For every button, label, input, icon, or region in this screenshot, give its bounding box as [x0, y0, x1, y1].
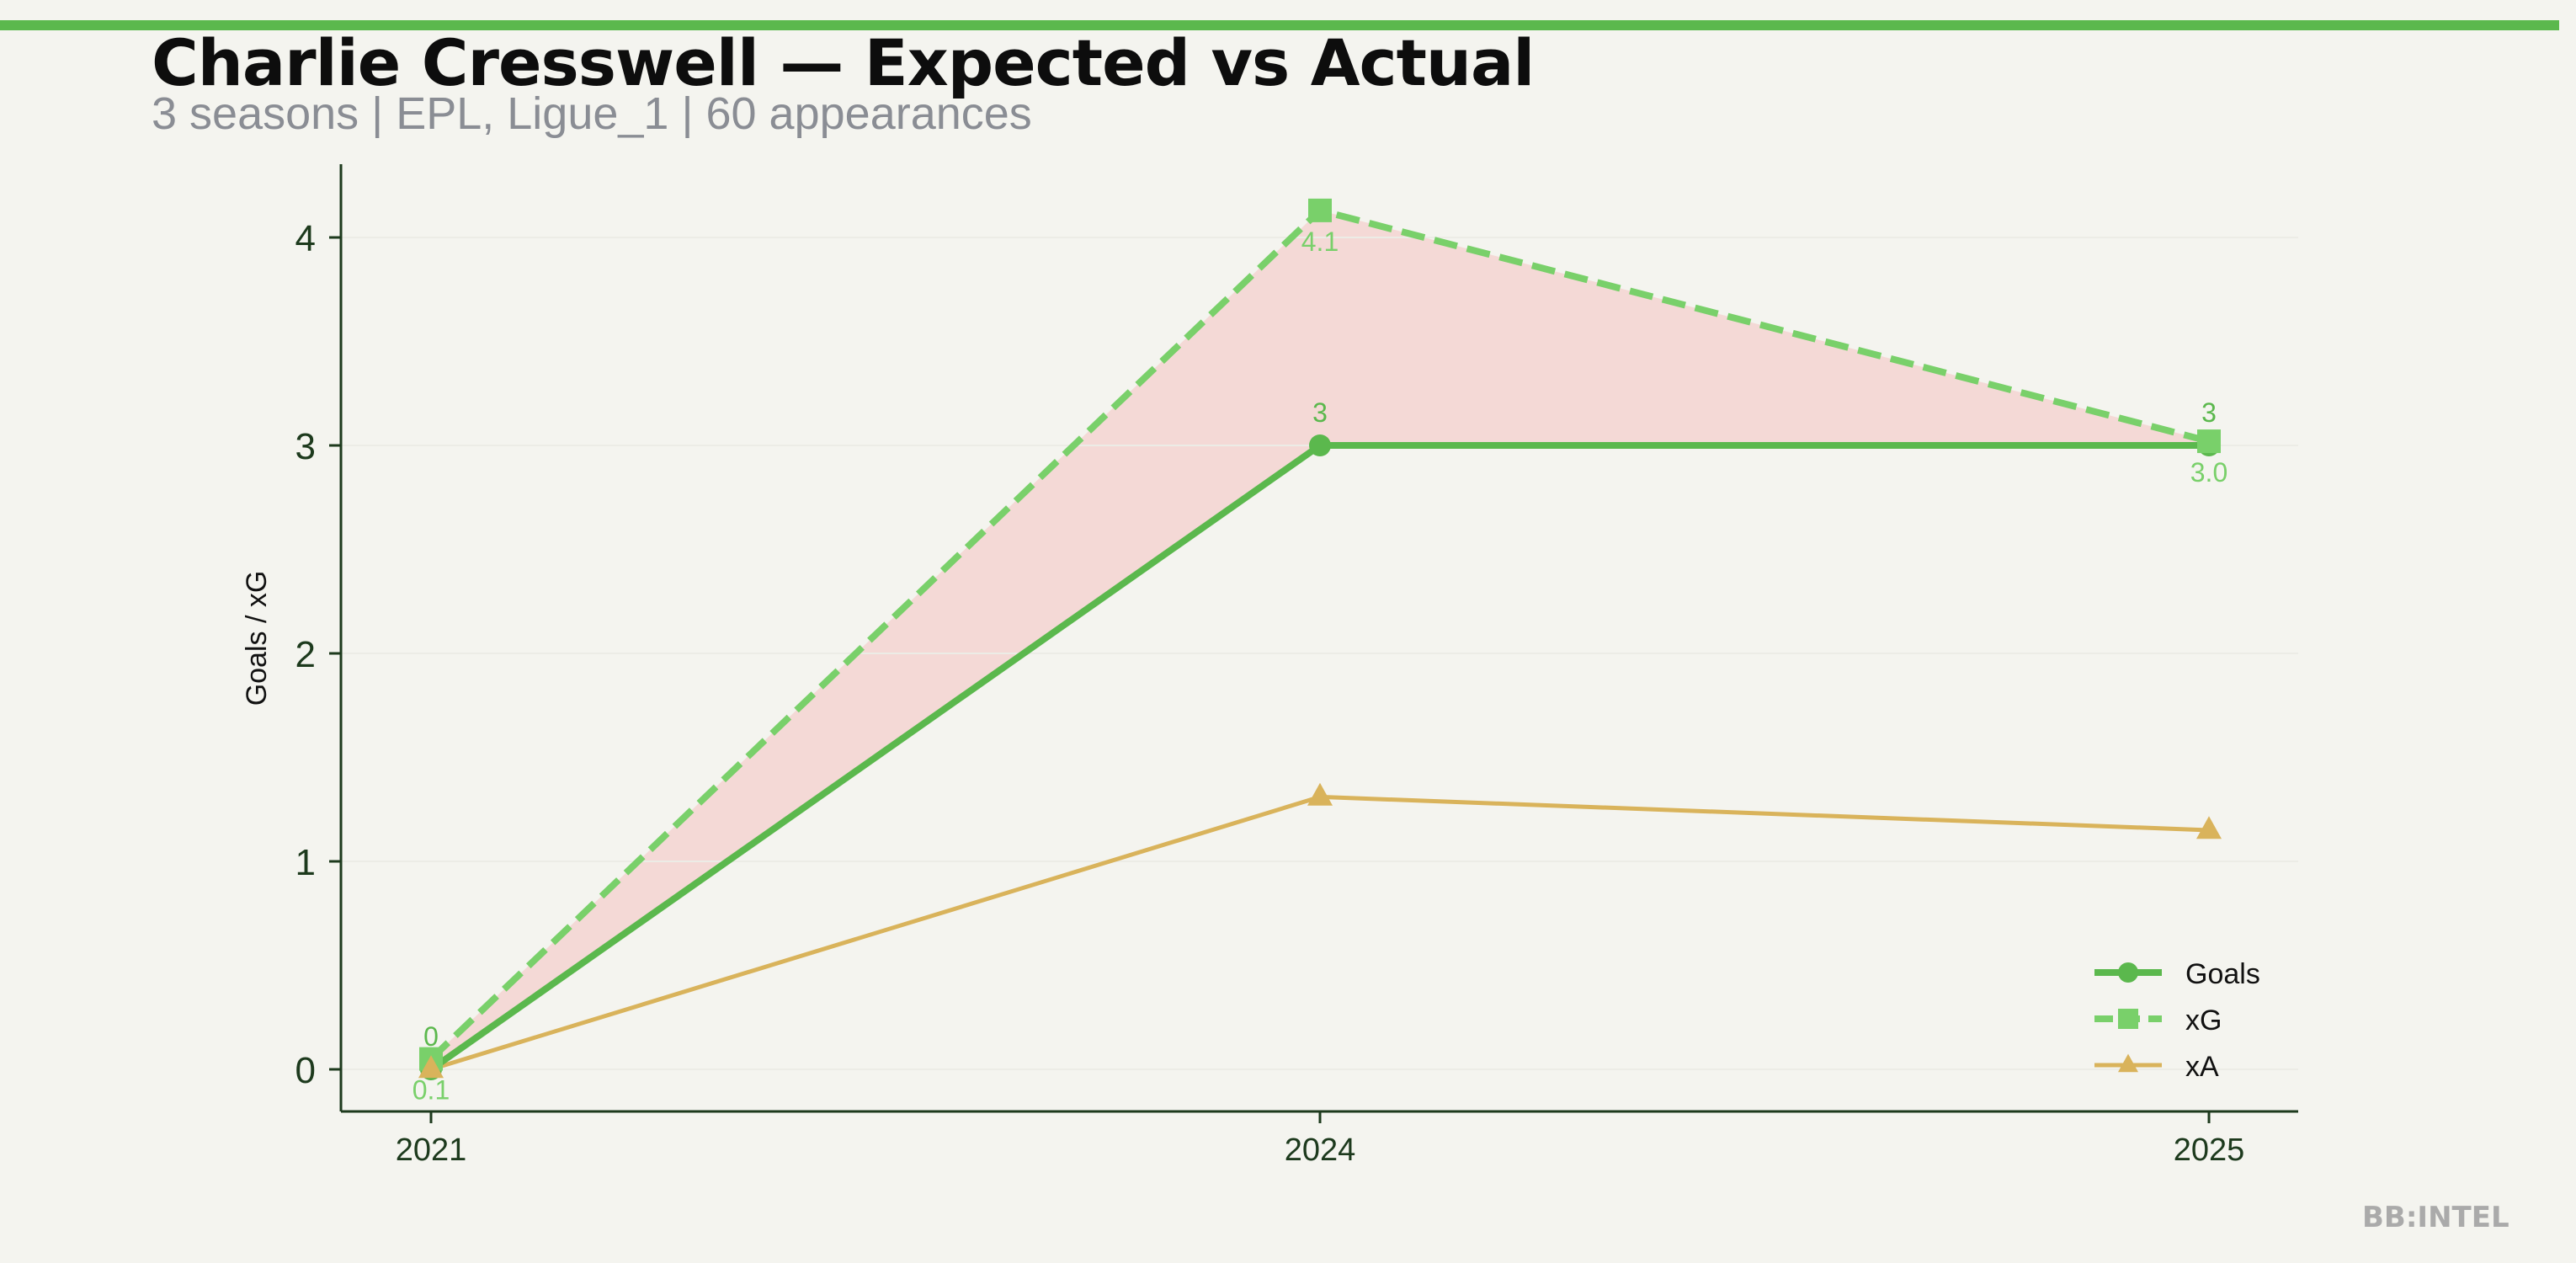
xa-point: [418, 1055, 444, 1079]
x-tick-label: 2021: [396, 1132, 467, 1168]
xg-data-label: 3.0: [2190, 457, 2227, 488]
y-tick-label: 2: [295, 634, 316, 675]
goals-point: [1309, 434, 1331, 456]
legend-label-xg: xG: [2185, 1005, 2222, 1037]
chart-title: Charlie Cresswell — Expected vs Actual: [152, 25, 1535, 100]
xa-point: [2196, 816, 2222, 839]
xa-point: [1307, 782, 1333, 806]
y-tick-label: 4: [295, 218, 316, 259]
legend-marker-goals: [2118, 962, 2138, 983]
y-tick-label: 1: [295, 842, 316, 883]
goals-data-label: 3: [1312, 397, 1328, 428]
accent-bar: [0, 20, 2559, 30]
goals-data-label: 3: [2201, 397, 2217, 428]
x-tick-label: 2024: [1285, 1132, 1356, 1168]
y-axis-label: Goals / xG: [241, 571, 273, 706]
series-line-goals: [428, 442, 2209, 1073]
goals-xg-gap-area: [431, 210, 2209, 1069]
x-tick-label: 2025: [2174, 1132, 2245, 1168]
xg-data-label: 4.1: [1301, 226, 1339, 257]
goals-data-label: 0: [423, 1021, 439, 1052]
legend-label-goals: Goals: [2185, 958, 2260, 990]
y-tick-label: 3: [295, 426, 316, 467]
chart-subtitle: 3 seasons | EPL, Ligue_1 | 60 appearance…: [152, 88, 1032, 139]
legend-marker-xa: [2118, 1053, 2138, 1073]
xg-data-label: 0.1: [412, 1075, 450, 1106]
brand-watermark: BB:INTEL: [2362, 1201, 2509, 1234]
legend-label-xa: xA: [2185, 1051, 2219, 1083]
y-tick-label: 0: [295, 1050, 316, 1091]
xg-point: [1308, 198, 1332, 222]
legend-marker-xg: [2118, 1009, 2138, 1029]
xg-point: [2197, 429, 2221, 454]
